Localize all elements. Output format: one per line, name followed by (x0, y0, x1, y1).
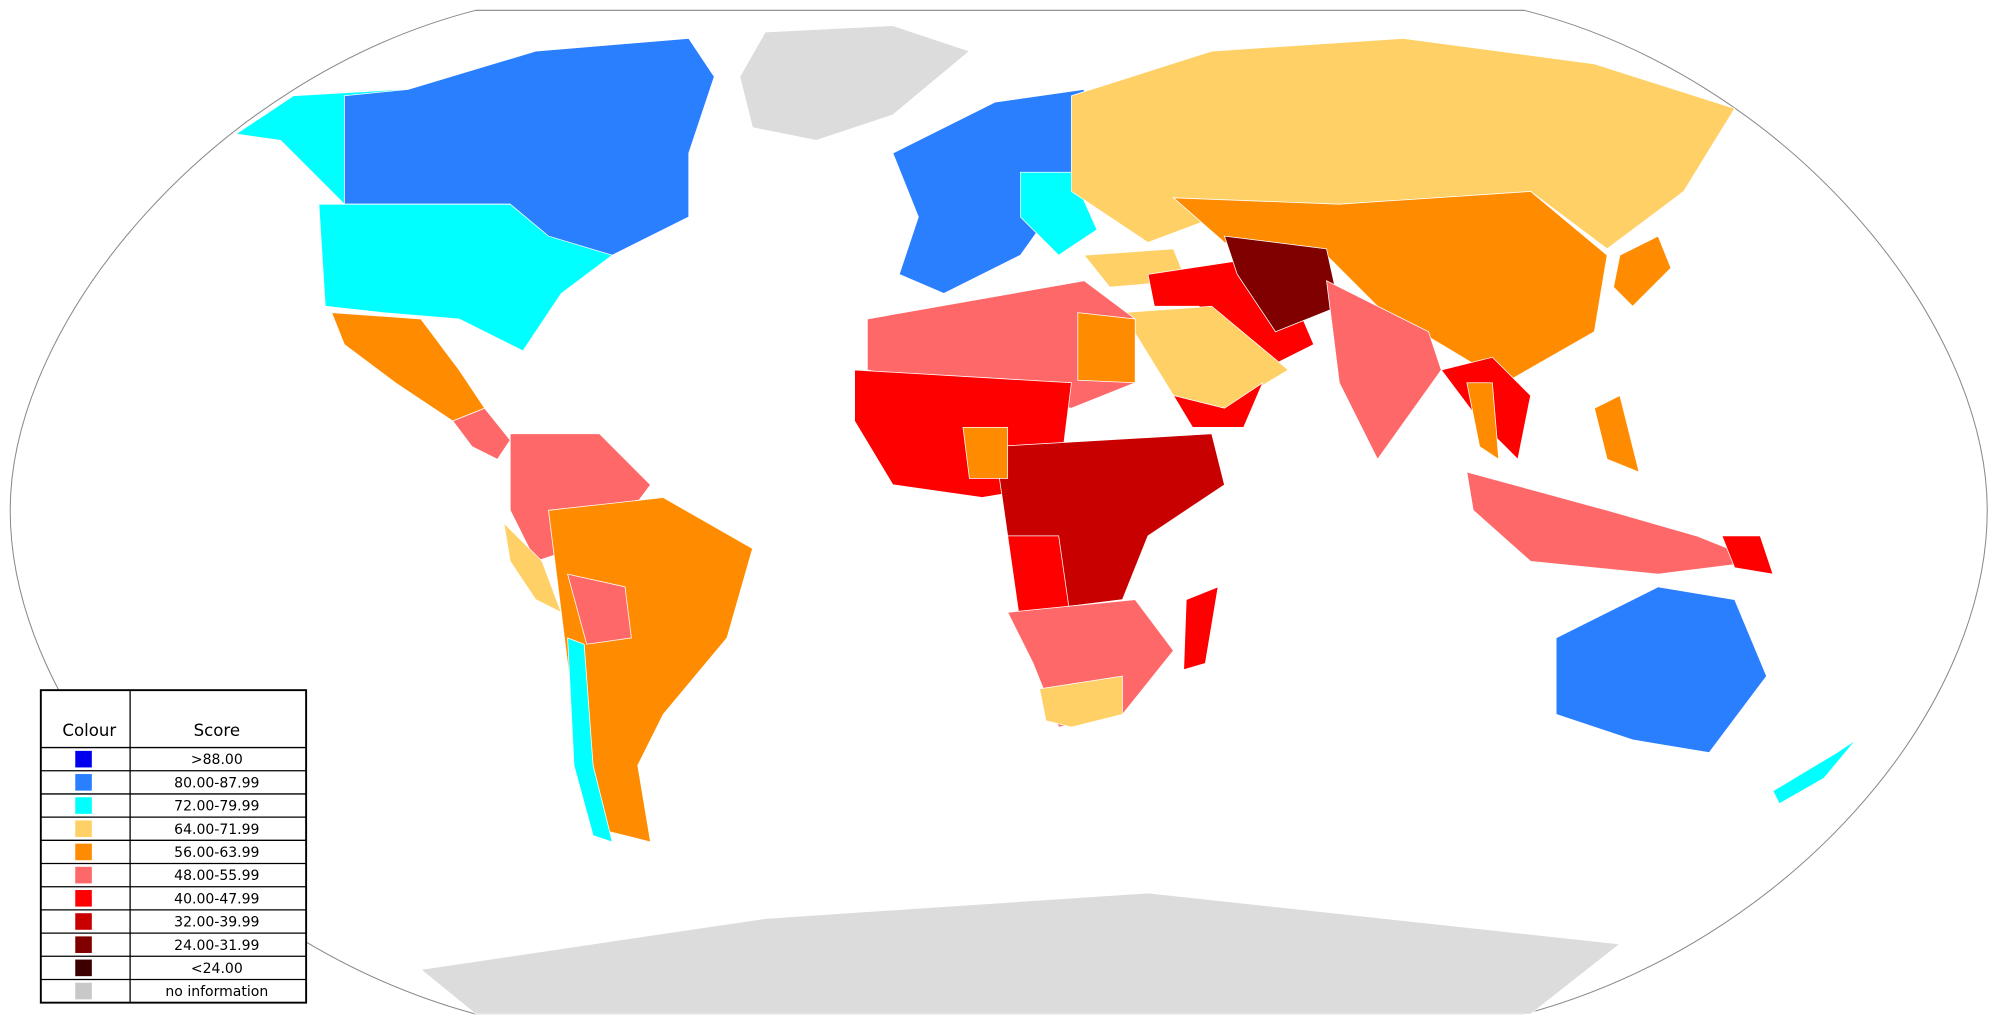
legend-label: 80.00-87.99 (174, 775, 259, 791)
legend-swatch (75, 890, 92, 907)
legend-label: 40.00-47.99 (174, 891, 259, 907)
legend-swatch (75, 820, 92, 838)
legend-swatch (75, 774, 92, 791)
legend-header: Score (194, 721, 240, 740)
legend-label: no information (165, 984, 268, 1000)
legend-swatch (75, 797, 92, 814)
legend-label: 32.00-39.99 (174, 915, 259, 931)
legend-swatch (75, 936, 92, 953)
legend-label: 72.00-79.99 (174, 799, 259, 815)
legend-swatch (75, 913, 92, 930)
legend: Colour Score >88.00 80.00-87.99 72.00-79.9… (39, 689, 308, 1004)
legend-swatch (75, 866, 92, 884)
legend-swatch (75, 982, 92, 1000)
legend-label: 56.00-63.99 (174, 845, 259, 861)
legend-swatch (75, 750, 92, 768)
legend-swatch (75, 843, 92, 861)
legend-label: 48.00-55.99 (174, 868, 259, 884)
legend-header: Colour (62, 721, 116, 740)
legend-label: 64.00-71.99 (174, 822, 259, 838)
legend-label: <24.00 (191, 961, 243, 977)
legend-label: 24.00-31.99 (174, 938, 259, 954)
landmasses (234, 25, 1857, 1015)
legend-label: >88.00 (191, 752, 243, 768)
legend-swatch (75, 959, 92, 977)
